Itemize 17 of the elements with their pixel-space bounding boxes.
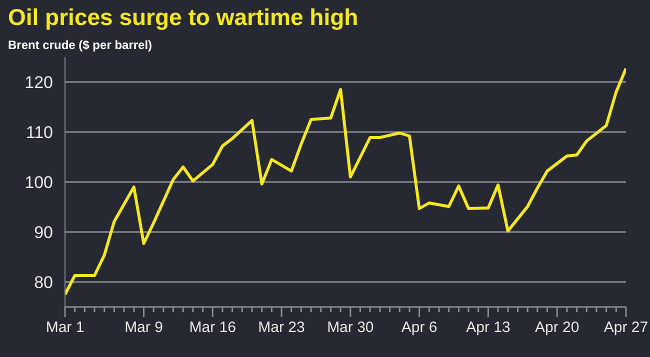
line-series [65, 67, 626, 296]
x-tick-label: Apr 13 [466, 319, 510, 336]
y-tick-label: 90 [34, 223, 53, 242]
y-tick-label: 110 [26, 123, 53, 142]
y-tick-label: 100 [24, 173, 53, 192]
x-tick-label: Mar 23 [258, 319, 305, 336]
x-tick-label: Apr 20 [535, 319, 580, 336]
x-tick-label: Apr 6 [401, 319, 438, 336]
x-tick-label: Mar 1 [46, 319, 84, 336]
chart-title: Oil prices surge to wartime high [8, 4, 358, 31]
y-tick-label: 80 [34, 273, 53, 292]
x-tick-label: Mar 16 [189, 319, 236, 336]
x-tick-label: Mar 9 [124, 319, 163, 336]
x-tick-label: Apr 27 [604, 319, 648, 336]
x-tick-label: Mar 30 [327, 319, 374, 336]
y-tick-label: 120 [24, 73, 53, 92]
chart-subtitle: Brent crude ($ per barrel) [8, 38, 152, 52]
